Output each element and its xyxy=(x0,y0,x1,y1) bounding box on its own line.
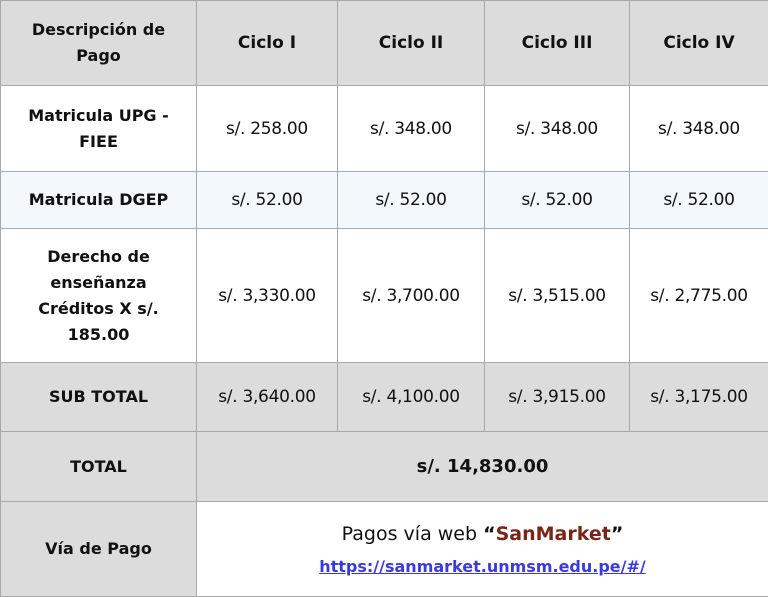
row-label: Matricula UPG - FIEE xyxy=(0,85,197,172)
total-label: TOTAL xyxy=(0,431,197,502)
sanmarket-link[interactable]: https://sanmarket.unmsm.edu.pe/#/ xyxy=(319,556,646,576)
header-ciclo-2: Ciclo II xyxy=(337,0,485,86)
cell-value: s/. 3,915.00 xyxy=(484,362,630,432)
payment-label: Vía de Pago xyxy=(0,501,197,597)
cell-value: s/. 348.00 xyxy=(337,85,485,172)
cell-value: s/. 52.00 xyxy=(484,171,630,229)
table-row: Matricula DGEP s/. 52.00 s/. 52.00 s/. 5… xyxy=(0,171,768,229)
header-description: Descripción de Pago xyxy=(0,0,197,86)
cell-value: s/. 4,100.00 xyxy=(337,362,485,432)
header-ciclo-1: Ciclo I xyxy=(196,0,338,86)
cell-value: s/. 52.00 xyxy=(196,171,338,229)
payment-prefix: Pagos vía web xyxy=(341,522,484,545)
cell-value: s/. 52.00 xyxy=(337,171,485,229)
brand-name: SanMarket xyxy=(495,522,611,545)
payment-info: Pagos vía web “SanMarket” https://sanmar… xyxy=(196,501,768,597)
payment-text: Pagos vía web “SanMarket” xyxy=(203,523,762,545)
table-row: Matricula UPG - FIEE s/. 258.00 s/. 348.… xyxy=(0,85,768,172)
quote-open: “ xyxy=(483,522,496,545)
cell-value: s/. 52.00 xyxy=(629,171,768,229)
row-label: SUB TOTAL xyxy=(0,362,197,432)
cell-value: s/. 3,640.00 xyxy=(196,362,338,432)
header-ciclo-4: Ciclo IV xyxy=(629,0,768,86)
total-row: TOTAL s/. 14,830.00 xyxy=(0,431,768,502)
cell-value: s/. 348.00 xyxy=(629,85,768,172)
table-row: Derecho de enseñanza Créditos X s/. 185.… xyxy=(0,228,768,363)
cell-value: s/. 2,775.00 xyxy=(629,228,768,363)
quote-close: ” xyxy=(610,522,624,545)
cell-value: s/. 3,330.00 xyxy=(196,228,338,363)
cell-value: s/. 3,700.00 xyxy=(337,228,485,363)
total-value: s/. 14,830.00 xyxy=(196,431,768,502)
row-label: Matricula DGEP xyxy=(0,171,197,229)
cell-value: s/. 3,175.00 xyxy=(629,362,768,432)
header-ciclo-3: Ciclo III xyxy=(484,0,630,86)
cell-value: s/. 258.00 xyxy=(196,85,338,172)
header-row: Descripción de Pago Ciclo I Ciclo II Cic… xyxy=(0,0,768,86)
cell-value: s/. 348.00 xyxy=(484,85,630,172)
payment-row: Vía de Pago Pagos vía web “SanMarket” ht… xyxy=(0,501,768,597)
row-label: Derecho de enseñanza Créditos X s/. 185.… xyxy=(0,228,197,363)
subtotal-row: SUB TOTAL s/. 3,640.00 s/. 4,100.00 s/. … xyxy=(0,362,768,432)
cell-value: s/. 3,515.00 xyxy=(484,228,630,363)
